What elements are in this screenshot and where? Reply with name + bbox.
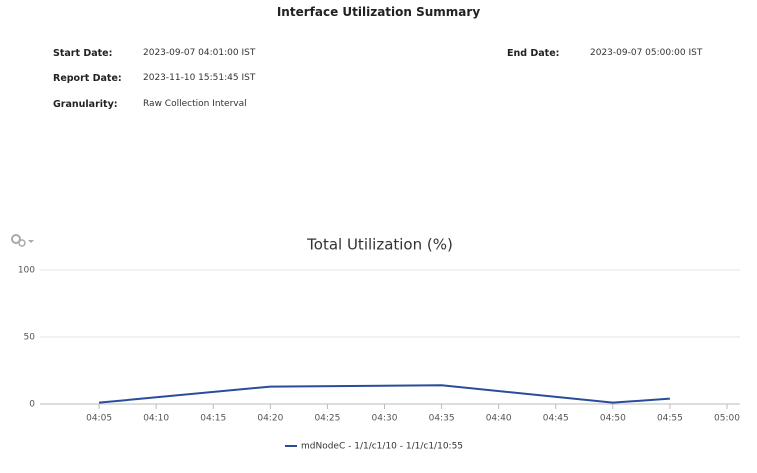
x-tick-label: 04:20 [257, 414, 283, 424]
field-value: 2023-09-07 05:00:00 IST [590, 48, 703, 58]
y-tick-label: 50 [24, 333, 36, 343]
field-label: Report Date: [53, 73, 122, 84]
field-value: 2023-11-10 15:51:45 IST [143, 73, 256, 83]
field-value: Raw Collection Interval [143, 99, 247, 109]
x-tick-label: 05:00 [714, 414, 740, 424]
field-label: Start Date: [53, 48, 113, 59]
x-tick-label: 04:35 [429, 414, 455, 424]
legend-label: mdNodeC - 1/1/c1/10 - 1/1/c1/10:55 [301, 442, 463, 452]
x-tick-label: 04:10 [143, 414, 169, 424]
x-tick-label: 04:30 [372, 414, 398, 424]
y-tick-label: 0 [29, 400, 35, 410]
x-tick-label: 04:50 [600, 414, 626, 424]
x-tick-label: 04:25 [314, 414, 340, 424]
chart-settings-icon[interactable] [11, 234, 34, 247]
field-label: Granularity: [53, 99, 118, 110]
y-tick-label: 100 [18, 266, 35, 276]
x-tick-label: 04:45 [543, 414, 569, 424]
x-tick-label: 04:15 [200, 414, 226, 424]
report-title: Interface Utilization Summary [276, 5, 481, 19]
series-line [98, 384, 670, 404]
field-value: 2023-09-07 04:01:00 IST [143, 48, 256, 58]
field-label: End Date: [507, 48, 560, 59]
x-tick-label: 04:55 [657, 414, 683, 424]
x-tick-label: 04:05 [86, 414, 112, 424]
x-tick-label: 04:40 [486, 414, 512, 424]
chart-title: Total Utilization (%) [306, 236, 453, 254]
